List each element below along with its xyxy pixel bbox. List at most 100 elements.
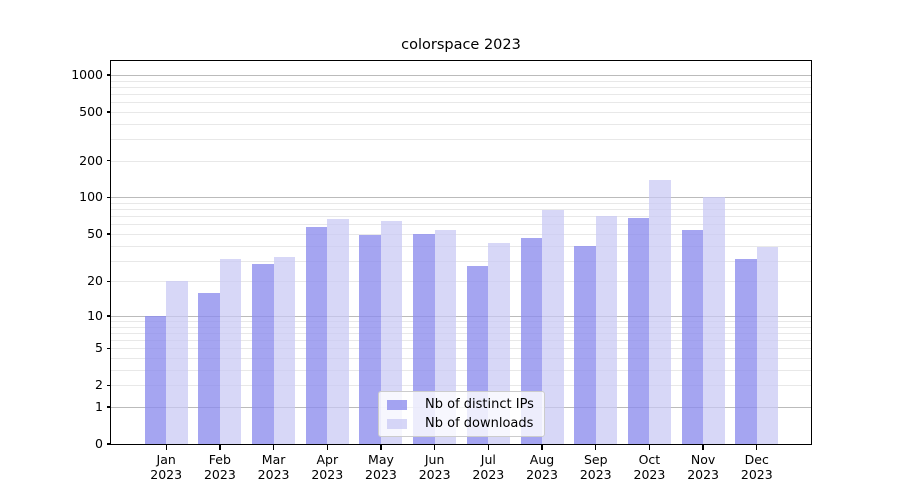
x-tick-label-month: Jan (156, 452, 176, 467)
x-tick-label: Mar 2023 (246, 452, 302, 482)
bar-nb-of-distinct-ips (735, 258, 757, 444)
x-tick-label-year: 2023 (257, 467, 290, 482)
minor-gridline (111, 281, 811, 283)
x-tick-label-month: Jun (424, 452, 445, 467)
x-tick-label-month: Oct (638, 452, 661, 467)
y-tick-mark (106, 280, 111, 283)
minor-gridline (111, 203, 811, 205)
x-tick-mark (541, 445, 543, 450)
legend-label: Nb of downloads (425, 416, 534, 431)
bar-nb-of-distinct-ips (305, 227, 328, 444)
y-tick-label: 1 (95, 398, 103, 414)
x-tick-mark (702, 445, 704, 450)
chart-title: colorspace 2023 (401, 37, 521, 53)
minor-gridline (111, 111, 811, 113)
x-tick-mark (595, 445, 597, 450)
y-tick-label: 0 (95, 436, 103, 451)
x-tick-label-year: 2023 (365, 467, 397, 482)
y-tick-mark (106, 233, 111, 235)
minor-gridline (111, 348, 811, 350)
legend-item: Nb of downloads (387, 416, 534, 431)
minor-gridline (111, 260, 811, 262)
bar-nb-of-downloads (434, 229, 457, 444)
major-gridline (111, 315, 811, 317)
bar-nb-of-downloads (649, 179, 671, 444)
major-gridline (111, 197, 811, 199)
bar-nb-of-downloads (542, 209, 564, 444)
x-tick-mark (434, 445, 436, 450)
x-tick-label-year: 2023 (418, 467, 451, 482)
x-tick-label: Nov 2023 (675, 452, 731, 482)
bar-nb-of-distinct-ips (681, 229, 704, 444)
y-tick-mark (106, 384, 111, 386)
x-tick-label: Sep 2023 (568, 452, 624, 482)
legend-label: Nb of distinct IPs (425, 397, 534, 412)
x-tick-mark (272, 445, 275, 450)
minor-gridline (111, 80, 811, 82)
legend: Nb of distinct IPs Nb of downloads (378, 391, 545, 437)
bar-nb-of-distinct-ips (359, 235, 381, 444)
y-tick-mark (106, 111, 111, 113)
y-tick-label: 200 (79, 152, 103, 168)
x-tick-label-month: Aug (529, 452, 555, 467)
x-tick-label: Jun 2023 (407, 452, 463, 482)
bar-nb-of-distinct-ips (627, 217, 650, 444)
y-tick-label: 50 (87, 225, 103, 241)
y-tick-label: 10 (87, 307, 103, 323)
x-tick-label-month: Sep (583, 452, 608, 467)
x-tick-label-year: 2023 (740, 467, 773, 482)
x-tick-label-year: 2023 (472, 467, 505, 482)
x-tick-label-month: Mar (261, 452, 286, 467)
x-tick-label: Jan 2023 (138, 452, 194, 482)
x-tick-label-year: 2023 (633, 467, 666, 482)
minor-gridline (111, 160, 811, 162)
x-tick-mark (165, 445, 167, 450)
x-tick-label: Feb 2023 (192, 452, 248, 482)
minor-gridline (111, 216, 811, 218)
y-tick-label: 5 (95, 340, 103, 356)
x-tick-mark (756, 445, 758, 450)
bar-nb-of-downloads (380, 221, 403, 444)
y-tick-mark (106, 347, 111, 349)
minor-gridline (111, 358, 811, 360)
x-tick-label-month: Nov (690, 452, 716, 467)
x-tick-label-year: 2023 (687, 467, 719, 482)
bar-nb-of-distinct-ips (574, 245, 596, 444)
y-tick-mark (106, 196, 111, 199)
minor-gridline (111, 326, 811, 328)
minor-gridline (111, 321, 811, 322)
minor-gridline (111, 369, 811, 371)
minor-gridline (111, 209, 811, 211)
minor-gridline (111, 86, 811, 88)
minor-gridline (111, 102, 811, 104)
x-tick-label: Aug 2023 (514, 452, 570, 482)
y-tick-label: 20 (87, 273, 103, 289)
minor-gridline (111, 385, 811, 387)
minor-gridline (111, 123, 811, 125)
x-tick-label-month: Jul (480, 452, 496, 467)
bar-nb-of-distinct-ips (198, 292, 220, 444)
x-tick-mark (648, 445, 651, 450)
x-tick-label-year: 2023 (579, 467, 612, 482)
bar-nb-of-downloads (219, 258, 242, 444)
major-gridline (111, 74, 811, 76)
bar-nb-of-downloads (166, 281, 188, 444)
x-tick-label-month: Feb (208, 452, 231, 467)
y-tick-label: 1000 (71, 66, 103, 82)
bar-nb-of-downloads (273, 257, 296, 444)
minor-gridline (111, 139, 811, 141)
x-tick-label: Jul 2023 (460, 452, 516, 482)
minor-gridline (111, 340, 811, 342)
y-tick-mark (106, 406, 111, 408)
bar-nb-of-downloads (756, 246, 779, 444)
bar-nb-of-downloads (327, 218, 349, 444)
minor-gridline (111, 332, 811, 334)
y-tick-mark (106, 443, 111, 445)
x-tick-label: Dec 2023 (729, 452, 785, 482)
x-tick-label-month: Dec (744, 452, 769, 467)
x-tick-label-year: 2023 (526, 467, 558, 482)
bar-nb-of-downloads (595, 215, 618, 444)
x-tick-label-month: May (368, 452, 394, 467)
legend-item: Nb of distinct IPs (387, 397, 534, 412)
